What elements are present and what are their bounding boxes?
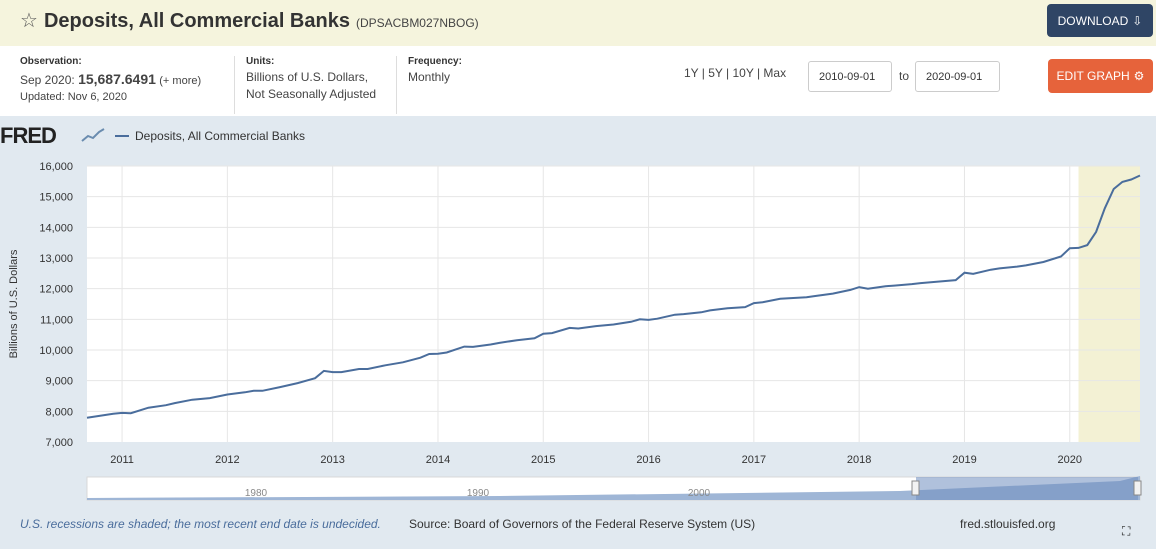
- x-tick-label: 2020: [1058, 454, 1082, 466]
- range-links[interactable]: 1Y | 5Y | 10Y | Max: [684, 66, 787, 80]
- x-tick-label: 2013: [320, 454, 344, 466]
- plot-background: [87, 166, 1140, 442]
- end-date-input[interactable]: 2020-09-01: [915, 61, 1000, 92]
- frequency-value: Monthly: [408, 70, 451, 84]
- y-axis-label: Billions of U.S. Dollars: [8, 249, 20, 358]
- observation-date: Sep 2020:: [20, 73, 75, 87]
- star-icon[interactable]: ☆: [20, 10, 38, 32]
- x-tick-label: 2014: [426, 454, 450, 466]
- page-title: Deposits, All Commercial Banks: [43, 10, 350, 32]
- legend-swatch: [115, 135, 129, 137]
- observation-label: Observation:: [20, 56, 82, 67]
- header-bar: [0, 0, 1156, 46]
- recession-shade: [1078, 166, 1140, 442]
- x-tick-label: 2017: [742, 454, 766, 466]
- navigator-selection: [916, 477, 1138, 500]
- x-tick-label: 2019: [952, 454, 976, 466]
- x-tick-label: 2015: [531, 454, 555, 466]
- x-tick-label: 2012: [215, 454, 239, 466]
- navigator-year-label: 1990: [467, 488, 490, 499]
- frequency-label: Frequency:: [408, 56, 462, 67]
- more-link[interactable]: (+ more): [159, 75, 202, 87]
- units-label: Units:: [246, 56, 275, 67]
- navigator-area: [87, 476, 1140, 500]
- title-row: ☆ Deposits, All Commercial Banks (DPSACB…: [20, 8, 479, 33]
- navigator-handle-right: [1133, 480, 1142, 496]
- legend: Deposits, All Commercial Banks: [115, 129, 305, 143]
- source-text: Source: Board of Governors of the Federa…: [409, 517, 756, 531]
- y-tick-label: 16,000: [39, 161, 73, 173]
- download-label: DOWNLOAD: [1057, 13, 1129, 28]
- navigator-year-label: 1980: [245, 488, 268, 499]
- y-tick-label: 10,000: [39, 345, 73, 357]
- observation-block: Observation: Sep 2020: 15,687.6491 (+ mo…: [20, 56, 201, 103]
- observation-value: 15,687.6491: [78, 71, 156, 87]
- download-button[interactable]: DOWNLOAD ⇩: [1047, 4, 1153, 37]
- divider: [234, 56, 235, 114]
- gear-icon: ⚙: [1133, 69, 1145, 83]
- fred-chart-icon: [81, 128, 105, 142]
- edit-graph-button[interactable]: EDIT GRAPH ⚙: [1048, 59, 1153, 93]
- divider: [396, 56, 397, 114]
- legend-label: Deposits, All Commercial Banks: [135, 129, 306, 143]
- frequency-block: Frequency: Monthly: [408, 56, 462, 84]
- y-tick-label: 8,000: [45, 406, 73, 418]
- edit-graph-label: EDIT GRAPH: [1056, 69, 1130, 83]
- series-id: (DPSACBM027NBOG): [355, 16, 479, 30]
- start-date-input[interactable]: 2010-09-01: [808, 61, 892, 92]
- download-icon: ⇩: [1132, 13, 1143, 28]
- units-block: Units: Billions of U.S. Dollars, Not Sea…: [246, 56, 376, 101]
- to-label: to: [899, 69, 910, 83]
- y-tick-label: 15,000: [39, 192, 73, 204]
- updated-date: Updated: Nov 6, 2020: [20, 91, 128, 103]
- x-tick-label: 2018: [847, 454, 871, 466]
- y-tick-label: 14,000: [39, 222, 73, 234]
- series-line: [86, 174, 1141, 419]
- units-line2: Not Seasonally Adjusted: [246, 87, 377, 101]
- fullscreen-icon[interactable]: ⛶: [1122, 524, 1131, 538]
- navigator-handle-left: [911, 480, 920, 496]
- navigator-year-label: 2000: [688, 488, 711, 499]
- x-tick-label: 2011: [110, 454, 134, 466]
- y-tick-label: 7,000: [45, 437, 73, 449]
- site-link[interactable]: fred.stlouisfed.org: [960, 517, 1056, 531]
- units-line1: Billions of U.S. Dollars,: [246, 70, 369, 84]
- y-tick-label: 9,000: [45, 376, 73, 388]
- fred-logo: FRED: [0, 123, 57, 148]
- y-tick-label: 12,000: [39, 284, 73, 296]
- x-tick-label: 2016: [636, 454, 660, 466]
- recession-note: U.S. recessions are shaded; the most rec…: [20, 517, 381, 531]
- y-tick-label: 13,000: [39, 253, 73, 265]
- y-tick-label: 11,000: [40, 314, 73, 326]
